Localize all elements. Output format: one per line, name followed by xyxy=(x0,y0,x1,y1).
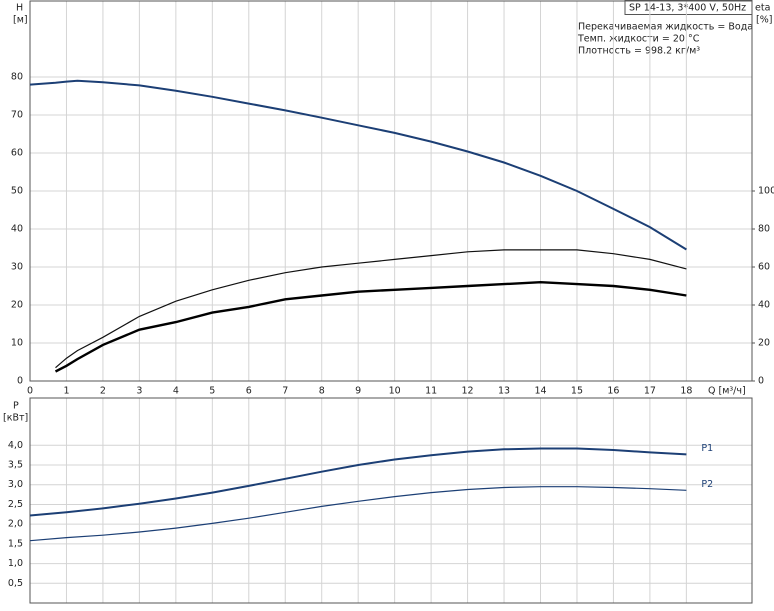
series-label: P2 xyxy=(701,479,713,490)
x-tick-label: 1 xyxy=(63,386,69,397)
y-tick-label: 40 xyxy=(11,224,23,235)
x-tick-label: 17 xyxy=(644,386,656,397)
x-tick-label: 12 xyxy=(462,386,474,397)
x-tick-label: 10 xyxy=(389,386,401,397)
y-axis-label: P xyxy=(13,401,19,412)
curve xyxy=(55,249,687,369)
x-tick-label: 18 xyxy=(680,386,692,397)
note: Перекачиваемая жидкость = Вода xyxy=(578,22,753,33)
y2-tick-label: 20 xyxy=(758,338,770,349)
x-tick-label: 11 xyxy=(425,386,437,397)
y2-tick-label: 0 xyxy=(758,376,764,387)
y-axis-unit: [м] xyxy=(13,15,28,26)
note: Темп. жидкости = 20 °C xyxy=(577,34,700,45)
y-axis-unit: [кВт] xyxy=(3,413,28,424)
curve xyxy=(29,486,687,542)
x-tick-label: 13 xyxy=(498,386,510,397)
x-tick-label: 8 xyxy=(319,386,325,397)
y2-tick-label: 60 xyxy=(758,262,770,273)
curve xyxy=(29,447,687,517)
x-tick-label: 16 xyxy=(607,386,619,397)
y2-axis-unit: [%] xyxy=(756,15,772,26)
series-label: P1 xyxy=(701,443,713,454)
x-tick-label: 15 xyxy=(571,386,583,397)
y-tick-label: 10 xyxy=(11,338,23,349)
x-tick-label: 5 xyxy=(209,386,215,397)
y2-axis-label: eta xyxy=(755,3,770,14)
y-tick-label: 2,5 xyxy=(8,499,23,510)
x-tick-label: 4 xyxy=(173,386,179,397)
x-tick-label: 7 xyxy=(282,386,288,397)
y-tick-label: 70 xyxy=(11,110,23,121)
curve xyxy=(54,280,687,373)
y-tick-label: 3,5 xyxy=(8,460,23,471)
x-axis-label: Q [м³/ч] xyxy=(708,386,746,397)
y2-tick-label: 100 xyxy=(758,186,774,197)
y-tick-label: 50 xyxy=(11,186,23,197)
y-tick-label: 2,0 xyxy=(8,519,23,530)
x-tick-label: 6 xyxy=(246,386,252,397)
y-axis-label: H xyxy=(16,3,23,14)
y-tick-label: 4,0 xyxy=(8,440,23,451)
plot-frame xyxy=(29,0,753,382)
note: Плотность = 998.2 кг/м³ xyxy=(578,46,700,57)
curve xyxy=(29,79,687,251)
y-tick-label: 20 xyxy=(11,300,23,311)
y2-tick-label: 40 xyxy=(758,300,770,311)
y-tick-label: 1,5 xyxy=(8,538,23,549)
y2-tick-label: 80 xyxy=(758,224,770,235)
y-tick-label: 1,0 xyxy=(8,558,23,569)
y-tick-label: 80 xyxy=(11,72,23,83)
x-tick-label: 9 xyxy=(355,386,361,397)
y-tick-label: 0 xyxy=(17,376,23,387)
x-tick-label: 3 xyxy=(136,386,142,397)
y-tick-label: 30 xyxy=(11,262,23,273)
x-tick-label: 2 xyxy=(100,386,106,397)
plot-frame xyxy=(29,397,753,604)
y-tick-label: 60 xyxy=(11,148,23,159)
x-tick-label: 14 xyxy=(534,386,546,397)
y-tick-label: 3,0 xyxy=(8,479,23,490)
chart-title: SP 14-13, 3*400 V, 50Hz xyxy=(629,3,746,14)
y-tick-label: 0,5 xyxy=(8,578,23,589)
x-tick-label: 0 xyxy=(27,386,33,397)
